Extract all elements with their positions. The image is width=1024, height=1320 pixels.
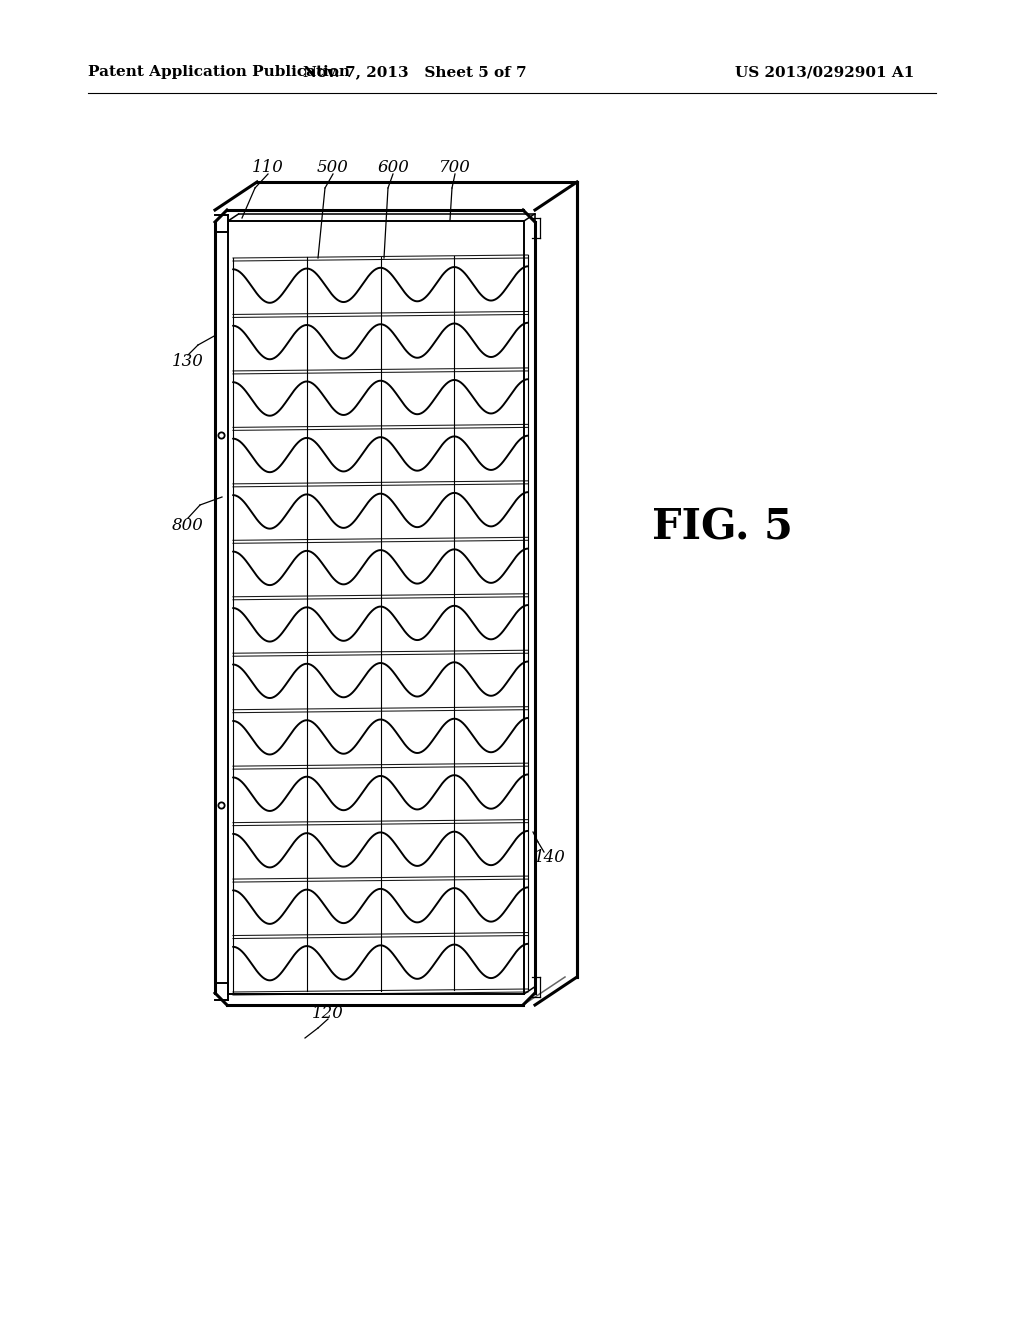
Text: 120: 120 (312, 1005, 344, 1022)
Text: FIG. 5: FIG. 5 (651, 507, 793, 549)
Text: US 2013/0292901 A1: US 2013/0292901 A1 (735, 65, 914, 79)
Text: 500: 500 (317, 158, 349, 176)
Text: 600: 600 (377, 158, 409, 176)
Text: 110: 110 (252, 158, 284, 176)
Text: 130: 130 (172, 354, 204, 371)
Text: 140: 140 (535, 850, 566, 866)
Text: 800: 800 (172, 516, 204, 533)
Text: 700: 700 (439, 158, 471, 176)
Text: Nov. 7, 2013   Sheet 5 of 7: Nov. 7, 2013 Sheet 5 of 7 (303, 65, 526, 79)
Text: Patent Application Publication: Patent Application Publication (88, 65, 350, 79)
